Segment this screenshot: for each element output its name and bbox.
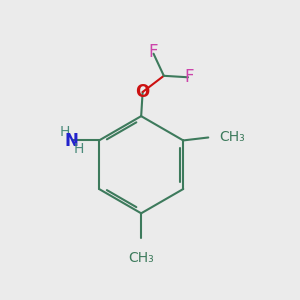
Text: H: H (74, 142, 84, 156)
Text: H: H (59, 125, 70, 139)
Text: O: O (136, 83, 150, 101)
Text: CH₃: CH₃ (128, 251, 154, 265)
Text: N: N (64, 132, 78, 150)
Text: F: F (185, 68, 194, 86)
Text: F: F (149, 43, 158, 61)
Text: CH₃: CH₃ (220, 130, 245, 145)
